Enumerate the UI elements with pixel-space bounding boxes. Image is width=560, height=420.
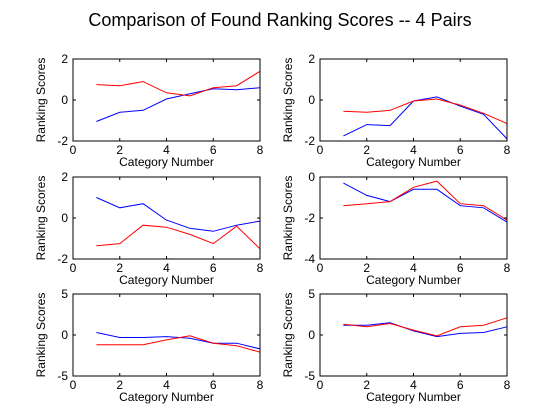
y-axis-label: Ranking Scores	[34, 58, 48, 143]
x-tick-label: 6	[210, 378, 217, 392]
x-tick-label: 4	[410, 261, 417, 275]
subplot-4: 0 2 4 6 8 -4 -2 0 Category Number Ranking Scores	[281, 170, 511, 287]
x-tick-label: 4	[410, 143, 417, 157]
y-tick-label: 2	[308, 52, 315, 66]
y-tick-label: -2	[57, 134, 68, 148]
x-tick-label: 4	[410, 378, 417, 392]
x-tick-label: 0	[70, 143, 77, 157]
x-tick-label: 2	[363, 261, 370, 275]
x-tick-label: 6	[457, 261, 464, 275]
y-tick-label: 0	[308, 170, 315, 184]
x-tick-label: 8	[504, 378, 511, 392]
x-tick-label: 8	[257, 261, 264, 275]
x-axis-label: Category Number	[366, 390, 461, 404]
x-tick-label: 4	[163, 143, 170, 157]
y-tick-label: 5	[61, 287, 68, 301]
series-line-1	[343, 96, 508, 140]
y-axis-label: Ranking Scores	[34, 176, 48, 261]
series-line-2	[343, 317, 508, 337]
y-axis-label: Ranking Scores	[34, 293, 48, 378]
series-line-1	[343, 182, 508, 223]
x-tick-label: 0	[317, 143, 324, 157]
x-tick-label: 8	[504, 261, 511, 275]
y-tick-label: 5	[308, 287, 315, 301]
y-tick-label: -2	[57, 252, 68, 266]
y-tick-label: -4	[304, 252, 315, 266]
x-tick-label: 4	[163, 261, 170, 275]
series-line-1	[343, 322, 508, 338]
x-axis-label: Category Number	[119, 155, 214, 169]
y-tick-label: 0	[61, 211, 68, 225]
series-line-2	[96, 224, 261, 250]
x-tick-label: 0	[317, 378, 324, 392]
y-axis-label: Ranking Scores	[281, 176, 295, 261]
y-tick-label: 0	[308, 328, 315, 342]
y-axis-label: Ranking Scores	[281, 293, 295, 378]
x-tick-label: 8	[257, 378, 264, 392]
x-tick-label: 2	[116, 143, 123, 157]
x-tick-label: 8	[504, 143, 511, 157]
x-axis-label: Category Number	[119, 273, 214, 287]
series-line-2	[96, 70, 261, 97]
series-line-1	[96, 87, 261, 122]
x-tick-label: 8	[257, 143, 264, 157]
x-axis-label: Category Number	[366, 155, 461, 169]
y-tick-label: 2	[61, 170, 68, 184]
axes-box	[72, 58, 261, 142]
y-tick-label: -2	[304, 134, 315, 148]
x-tick-label: 6	[457, 378, 464, 392]
series-line-1	[96, 332, 261, 350]
figure-title: Comparison of Found Ranking Scores -- 4 …	[88, 10, 472, 30]
x-axis-label: Category Number	[119, 390, 214, 404]
x-tick-label: 0	[317, 261, 324, 275]
y-tick-label: -5	[304, 369, 315, 383]
y-tick-label: 0	[61, 93, 68, 107]
axes-box	[72, 176, 261, 260]
y-axis-label: Ranking Scores	[281, 58, 295, 143]
y-tick-label: -2	[304, 211, 315, 225]
x-tick-label: 2	[116, 378, 123, 392]
x-tick-label: 6	[457, 143, 464, 157]
series-line-1	[96, 197, 261, 232]
y-tick-label: 0	[61, 328, 68, 342]
x-axis-label: Category Number	[366, 273, 461, 287]
x-tick-label: 2	[363, 378, 370, 392]
y-tick-label: -5	[57, 369, 68, 383]
x-tick-label: 4	[163, 378, 170, 392]
y-tick-label: 0	[308, 93, 315, 107]
x-tick-label: 2	[116, 261, 123, 275]
series-line-2	[343, 98, 508, 125]
series-line-2	[96, 335, 261, 353]
axes-box	[319, 58, 508, 142]
x-tick-label: 0	[70, 261, 77, 275]
y-tick-label: 2	[61, 52, 68, 66]
x-tick-label: 0	[70, 378, 77, 392]
axes-box	[319, 293, 508, 377]
x-tick-label: 2	[363, 143, 370, 157]
series-line-2	[343, 180, 508, 221]
x-tick-label: 6	[210, 261, 217, 275]
axes-box	[72, 293, 261, 377]
x-tick-label: 6	[210, 143, 217, 157]
